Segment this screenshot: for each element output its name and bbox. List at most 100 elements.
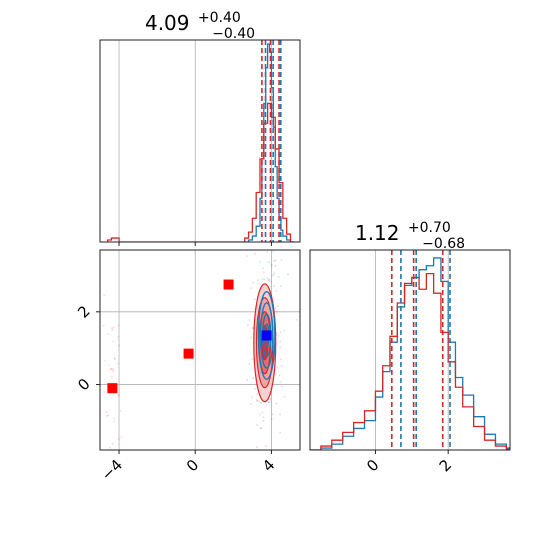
scatter-point xyxy=(111,327,114,330)
scatter-point xyxy=(244,194,246,196)
scatter-point xyxy=(112,326,115,329)
scatter-point xyxy=(279,340,282,343)
scatter-point xyxy=(110,375,113,378)
marginal-panel-param1: 4.09 +0.40 −0.40 xyxy=(99,3,301,246)
scatter-point xyxy=(249,402,252,405)
scatter-point xyxy=(259,260,262,263)
scatter-point xyxy=(107,414,110,417)
scatter-point xyxy=(117,324,120,327)
grid-top xyxy=(118,40,272,242)
quantile-lines-param1 xyxy=(261,40,282,242)
scatter-point xyxy=(255,398,258,401)
scatter-point xyxy=(272,274,275,277)
scatter-point xyxy=(266,250,269,253)
scatter-point xyxy=(102,324,105,327)
x-tick-label: 0 xyxy=(363,456,382,475)
scatter-point xyxy=(259,402,262,405)
scatter-point xyxy=(279,331,282,334)
scatter-point xyxy=(268,209,270,211)
scatter-point xyxy=(250,336,253,339)
x-tick-label: −4 xyxy=(98,456,126,484)
scatter-point xyxy=(256,399,259,402)
scatter-point xyxy=(269,397,272,400)
scatter-point xyxy=(279,413,282,416)
scatter-point xyxy=(265,445,268,448)
marker-square xyxy=(107,383,118,394)
scatter-point xyxy=(262,416,265,419)
scatter-point xyxy=(268,244,270,246)
scatter-point xyxy=(279,285,282,288)
scatter-point xyxy=(253,252,256,255)
scatter-point xyxy=(283,395,286,398)
scatter-point xyxy=(279,431,282,434)
scatter-point xyxy=(104,359,107,362)
scatter-point xyxy=(262,267,265,270)
scatter-point xyxy=(280,259,283,262)
histogram-param1 xyxy=(106,43,295,242)
scatter-point xyxy=(248,318,251,321)
x-tick-label: 4 xyxy=(259,456,278,475)
scatter-point xyxy=(251,358,254,361)
ticks-top xyxy=(118,242,272,246)
marker-square xyxy=(223,279,234,290)
scatter-point xyxy=(274,259,277,262)
title-minus: −0.40 xyxy=(212,26,255,42)
histogram-series-0 xyxy=(244,43,295,242)
scatter-point xyxy=(275,310,278,313)
axes-frame-joint xyxy=(99,249,301,451)
scatter-point xyxy=(269,400,272,403)
histogram-series-0 xyxy=(310,257,510,450)
scatter-point xyxy=(280,358,283,361)
scatter-point xyxy=(275,290,278,293)
scatter-point xyxy=(251,326,254,329)
scatter-point xyxy=(256,423,259,426)
scatter-point xyxy=(295,318,298,321)
scatter-point xyxy=(107,364,110,367)
scatter-point xyxy=(238,519,240,521)
scatter-point xyxy=(113,417,116,420)
scatter-point xyxy=(107,333,110,336)
scatter-point xyxy=(260,427,263,430)
scatter-point xyxy=(262,419,265,422)
scatter-point xyxy=(112,340,115,343)
scatter-point xyxy=(280,385,283,388)
joint-contours xyxy=(102,194,298,521)
scatter-point xyxy=(279,381,282,384)
x-tick-label: 0 xyxy=(183,456,202,475)
scatter-point xyxy=(252,376,255,379)
scatter-point xyxy=(271,413,274,416)
scatter-point xyxy=(248,363,251,366)
scatter-point xyxy=(246,255,249,258)
marker-square xyxy=(183,348,194,359)
contour-level xyxy=(257,291,276,380)
scatter-point xyxy=(119,409,122,412)
scatter-point xyxy=(273,259,276,262)
scatter-point xyxy=(269,281,272,284)
scatter-point xyxy=(120,436,123,439)
scatter-point xyxy=(278,374,281,377)
scatter-point xyxy=(258,282,261,285)
scatter-point xyxy=(110,508,112,510)
scatter-point xyxy=(255,446,258,449)
scatter-point xyxy=(113,420,116,423)
scatter-point xyxy=(270,263,273,266)
title-param1: 4.09 +0.40 −0.40 xyxy=(145,3,255,42)
scatter-point xyxy=(270,417,273,420)
scatter-point xyxy=(117,394,120,397)
scatter-point xyxy=(272,250,275,253)
scatter-point xyxy=(257,467,259,469)
scatter-point xyxy=(276,305,279,308)
scatter-point xyxy=(283,329,286,332)
marker-square xyxy=(261,330,272,341)
title-param2: 1.12 +0.70 −0.68 xyxy=(355,213,465,252)
title-plus: +0.70 xyxy=(408,220,451,236)
scatter-point xyxy=(259,427,262,430)
scatter-point xyxy=(263,278,266,281)
scatter-point xyxy=(111,329,114,332)
scatter-point xyxy=(246,379,249,382)
scatter-point xyxy=(252,281,255,284)
scatter-point xyxy=(105,411,108,414)
scatter-point xyxy=(109,367,112,370)
scatter-point xyxy=(256,393,259,396)
scatter-point xyxy=(286,273,289,276)
